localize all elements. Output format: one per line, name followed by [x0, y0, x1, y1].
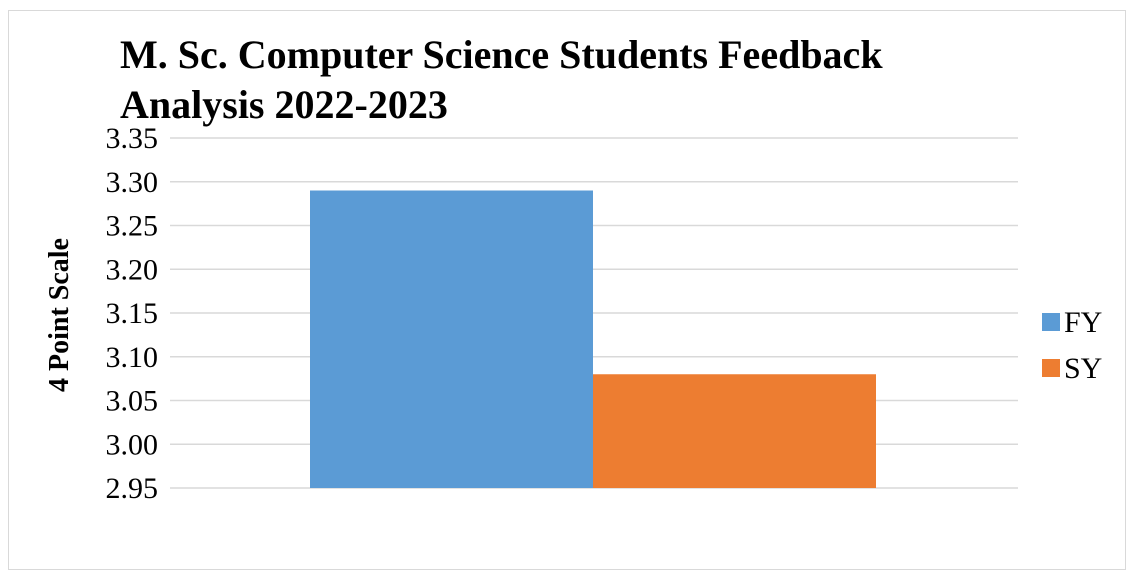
bar-fy: [310, 190, 593, 488]
legend-swatch-fy: [1042, 313, 1060, 331]
y-axis-label: 4 Point Scale: [44, 238, 75, 392]
y-tick-label: 3.30: [106, 166, 159, 199]
legend: FY SY: [1042, 306, 1102, 385]
bars: [310, 190, 876, 488]
chart-title-line-1: M. Sc. Computer Science Students Feedbac…: [120, 32, 883, 77]
bar-sy: [593, 374, 876, 488]
legend-label-fy: FY: [1064, 306, 1102, 339]
y-tick-label: 2.95: [106, 472, 159, 505]
legend-label-sy: SY: [1064, 352, 1102, 385]
y-tick-label: 3.15: [106, 297, 159, 330]
y-tick-label: 3.00: [106, 428, 159, 461]
y-tick-label: 3.20: [106, 253, 159, 286]
y-tick-label: 3.35: [106, 122, 159, 155]
y-tick-label: 3.25: [106, 210, 159, 243]
y-tick-label: 3.10: [106, 341, 159, 374]
legend-swatch-sy: [1042, 359, 1060, 377]
y-tick-label: 3.05: [106, 385, 159, 418]
y-axis-ticks: 3.35 3.30 3.25 3.20 3.15 3.10 3.05 3.00 2.95: [106, 122, 159, 505]
chart-title-line-2: Analysis 2022-2023: [120, 82, 448, 127]
